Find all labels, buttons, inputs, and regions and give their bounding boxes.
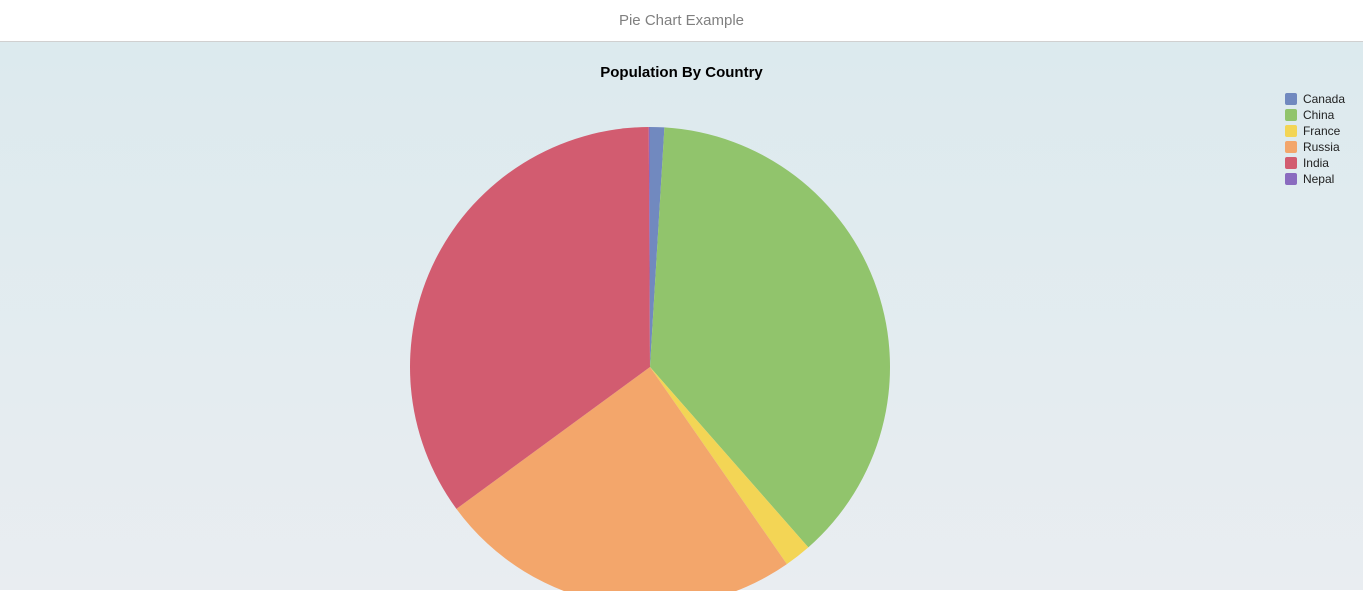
legend-label: Canada [1303,92,1345,106]
legend-item-canada[interactable]: Canada [1285,92,1345,106]
legend-label: Russia [1303,140,1340,154]
legend-label: France [1303,124,1340,138]
legend-item-france[interactable]: France [1285,124,1345,138]
legend-swatch [1285,157,1297,169]
legend-item-india[interactable]: India [1285,156,1345,170]
legend-label: India [1303,156,1329,170]
legend-swatch [1285,141,1297,153]
legend: Canada China France Russia India Nepal [1285,92,1345,188]
page-title: Pie Chart Example [0,0,1363,41]
legend-label: Nepal [1303,172,1334,186]
legend-item-russia[interactable]: Russia [1285,140,1345,154]
legend-label: China [1303,108,1334,122]
legend-item-nepal[interactable]: Nepal [1285,172,1345,186]
chart-title: Population By Country [0,64,1363,81]
pie-chart [410,127,890,591]
legend-swatch [1285,173,1297,185]
legend-swatch [1285,109,1297,121]
chart-area: Population By Country Canada China France R… [0,41,1363,590]
legend-swatch [1285,93,1297,105]
legend-item-china[interactable]: China [1285,108,1345,122]
page-root: { "page": { "title": "Pie Chart Example"… [0,0,1363,591]
legend-swatch [1285,125,1297,137]
